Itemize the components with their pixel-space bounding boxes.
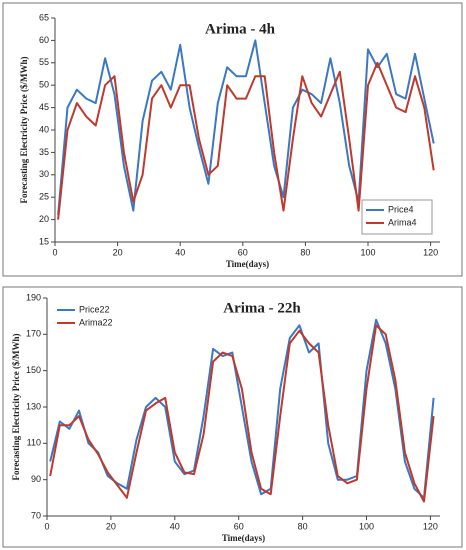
y-axis-label: Forecasting Electricity Price ($/MWh) (19, 56, 29, 203)
y-tick-label: 20 (39, 214, 49, 224)
y-tick-label: 50 (39, 80, 49, 90)
legend-box (361, 199, 433, 235)
legend-label: Arima22 (79, 317, 113, 327)
y-tick-label: 35 (39, 147, 49, 157)
series-line (49, 324, 435, 503)
series-line (57, 61, 435, 220)
y-tick-label: 150 (26, 365, 41, 375)
y-tick-label: 45 (39, 102, 49, 112)
series-line (57, 39, 435, 216)
y-tick-label: 15 (39, 236, 49, 246)
y-tick-label: 60 (39, 35, 49, 45)
x-tick-label: 40 (170, 521, 180, 531)
y-tick-label: 130 (26, 401, 41, 411)
y-tick-label: 190 (26, 292, 41, 302)
y-axis-label: Forecasting Electricity Price ($/MWh) (11, 333, 21, 480)
chart-title: Arima - 22h (223, 300, 301, 316)
x-axis-label: Time(days) (222, 533, 265, 543)
x-tick-label: 40 (175, 247, 185, 257)
y-tick-label: 170 (26, 329, 41, 339)
y-tick-label: 25 (39, 192, 49, 202)
y-tick-label: 90 (31, 474, 41, 484)
x-tick-label: 120 (423, 521, 438, 531)
x-tick-label: 0 (44, 521, 49, 531)
y-tick-label: 55 (39, 57, 49, 67)
x-tick-label: 100 (359, 521, 374, 531)
legend-box (53, 300, 123, 334)
y-tick-label: 70 (31, 510, 41, 520)
x-tick-label: 20 (106, 521, 116, 531)
y-tick-label: 40 (39, 124, 49, 134)
x-tick-label: 20 (113, 247, 123, 257)
x-tick-label: 120 (423, 247, 438, 257)
legend-label: Price4 (388, 204, 414, 214)
x-tick-label: 80 (298, 521, 308, 531)
chart-title: Arima - 4h (205, 21, 276, 37)
x-tick-label: 60 (238, 247, 248, 257)
legend-label: Price22 (79, 304, 110, 314)
x-axis-label: Time(days) (226, 259, 269, 269)
panel-frame (2, 2, 463, 277)
x-tick-label: 0 (52, 247, 57, 257)
x-tick-label: 60 (234, 521, 244, 531)
x-tick-label: 100 (360, 247, 375, 257)
y-tick-label: 30 (39, 169, 49, 179)
x-tick-label: 80 (300, 247, 310, 257)
y-tick-label: 110 (27, 438, 41, 448)
y-tick-label: 65 (39, 12, 49, 22)
panel-frame (2, 286, 463, 548)
legend-label: Arima4 (388, 217, 417, 227)
